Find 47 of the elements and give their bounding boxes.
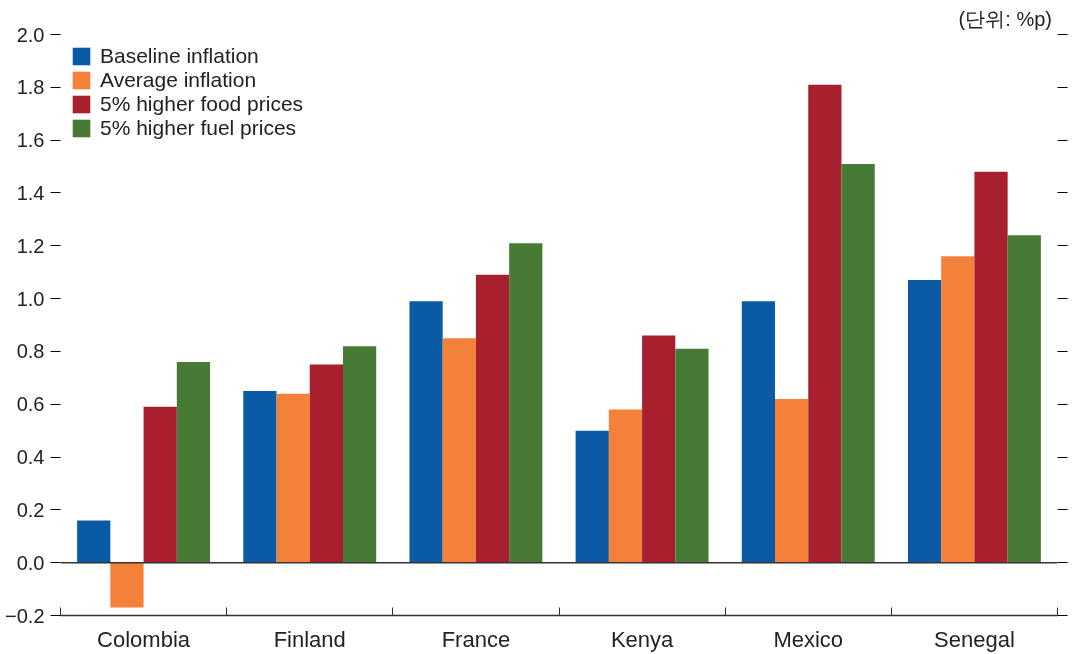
legend-label: 5% higher fuel prices [100, 116, 297, 140]
bar [841, 163, 875, 563]
y-tick-label: 0.4 [16, 446, 45, 469]
bar [442, 338, 476, 563]
x-tick-label: Mexico [773, 626, 844, 652]
bar [342, 346, 377, 563]
legend-label: 5% higher food prices [100, 92, 304, 116]
x-tick-label: Colombia [97, 626, 191, 652]
bar [741, 301, 776, 563]
bar [176, 361, 211, 563]
y-tick-label: 1.0 [16, 287, 45, 310]
bar [907, 280, 942, 563]
y-tick-label: 0.6 [16, 393, 45, 416]
bar [509, 243, 543, 563]
bar [808, 84, 842, 563]
y-tick-label: 0.2 [16, 498, 45, 521]
y-tick-label: 1.8 [16, 76, 45, 99]
y-tick-label: 1.2 [16, 234, 45, 257]
bar [243, 391, 277, 563]
y-tick-label: 1.6 [16, 129, 45, 152]
text: (단위: %p) [958, 7, 1052, 30]
bar [941, 256, 975, 563]
bar [276, 393, 310, 563]
y-tick-label: 0.8 [16, 340, 45, 363]
y-tick-label: 2.0 [16, 23, 45, 46]
y-tick-label: 1.4 [16, 181, 45, 204]
bar [775, 398, 809, 563]
y-tick-label: −0.2 [5, 604, 45, 627]
bar [1007, 235, 1041, 563]
bar [974, 171, 1008, 563]
bar [475, 274, 510, 563]
legend-label: Average inflation [100, 68, 257, 92]
x-tick-label: Senegal [934, 626, 1015, 652]
legend-label: Baseline inflation [100, 44, 259, 68]
y-tick-label: 0.0 [16, 551, 45, 574]
bar [110, 562, 144, 608]
bar [575, 430, 609, 563]
bar [608, 409, 643, 563]
bar [143, 406, 177, 563]
bar [675, 348, 709, 563]
x-tick-label: Kenya [610, 626, 675, 652]
bar [309, 364, 343, 563]
bar [77, 520, 111, 563]
x-tick-label: Finland [273, 626, 346, 652]
bar [409, 301, 443, 563]
bar [642, 335, 676, 563]
x-tick-label: France [441, 626, 511, 652]
